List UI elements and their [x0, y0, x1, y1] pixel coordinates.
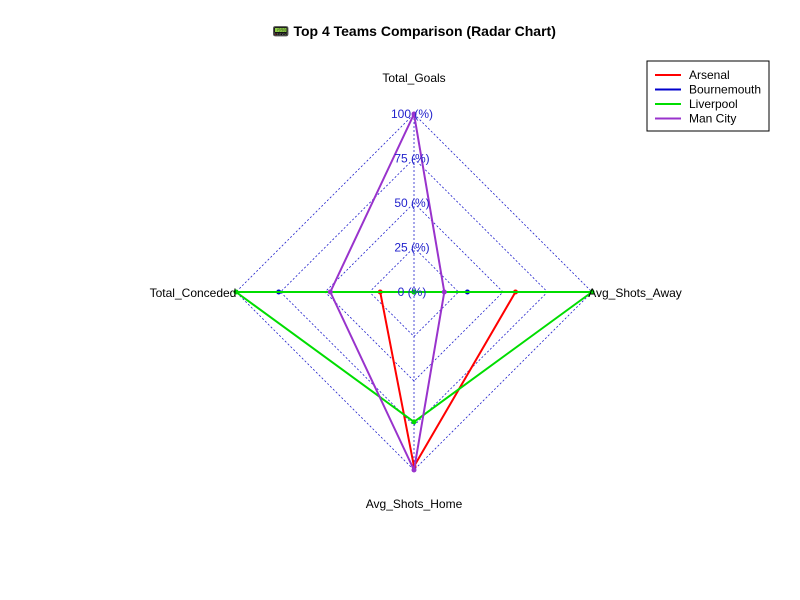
axis-label: Total_Conceded	[150, 286, 237, 300]
series-point	[589, 289, 595, 295]
axis-label: Total_Goals	[382, 71, 445, 85]
tick-label: 100 (%)	[391, 107, 433, 121]
legend-label: Liverpool	[689, 97, 738, 111]
tick-label: 0 (%)	[398, 285, 427, 299]
series-layer	[233, 111, 595, 473]
series-point	[233, 289, 239, 295]
series-point	[411, 111, 417, 117]
series-point	[411, 419, 417, 425]
tick-labels: 0 (%) 25 (%) 50 (%) 75 (%) 100 (%)	[391, 107, 433, 299]
axis-label: Avg_Shots_Home	[366, 497, 463, 511]
legend-label: Man City	[689, 112, 736, 126]
series-point	[411, 289, 417, 295]
tick-label: 75 (%)	[394, 152, 429, 166]
legend-label: Arsenal	[689, 68, 730, 82]
series-point	[441, 289, 447, 295]
axis-labels: Total_Goals Avg_Shots_Away Avg_Shots_Home T…	[150, 71, 682, 511]
axis-label: Avg_Shots_Away	[588, 286, 682, 300]
tick-label: 50 (%)	[394, 196, 429, 210]
series-point	[411, 467, 417, 473]
tick-label: 25 (%)	[394, 241, 429, 255]
legend-label: Bournemouth	[689, 83, 761, 97]
series-point	[327, 289, 333, 295]
chart-title: 📟 Top 4 Teams Comparison (Radar Chart)	[272, 23, 556, 39]
